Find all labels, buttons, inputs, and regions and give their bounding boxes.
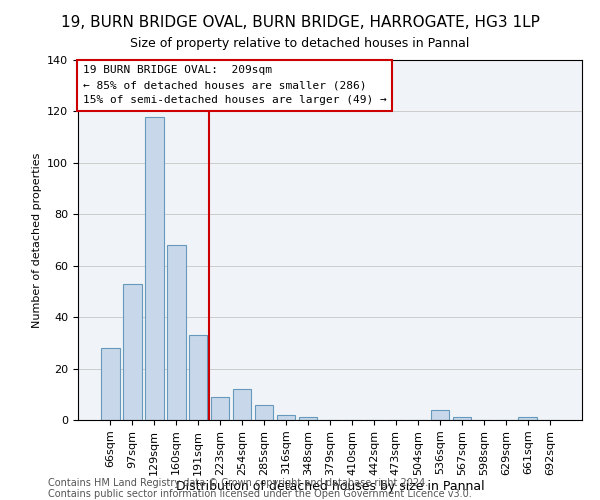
Bar	[431, 410, 449, 420]
Text: 19 BURN BRIDGE OVAL:  209sqm
← 85% of detached houses are smaller (286)
15% of s: 19 BURN BRIDGE OVAL: 209sqm ← 85% of det…	[83, 66, 387, 105]
Bar	[299, 418, 317, 420]
Text: Contains public sector information licensed under the Open Government Licence v3: Contains public sector information licen…	[48, 489, 472, 499]
Bar	[189, 335, 208, 420]
Bar	[145, 116, 164, 420]
Bar	[101, 348, 119, 420]
X-axis label: Distribution of detached houses by size in Pannal: Distribution of detached houses by size …	[176, 480, 484, 494]
Bar	[255, 404, 274, 420]
Bar	[452, 418, 471, 420]
Text: 19, BURN BRIDGE OVAL, BURN BRIDGE, HARROGATE, HG3 1LP: 19, BURN BRIDGE OVAL, BURN BRIDGE, HARRO…	[61, 15, 539, 30]
Bar	[211, 397, 229, 420]
Text: Contains HM Land Registry data © Crown copyright and database right 2024.: Contains HM Land Registry data © Crown c…	[48, 478, 428, 488]
Y-axis label: Number of detached properties: Number of detached properties	[32, 152, 41, 328]
Bar	[518, 418, 537, 420]
Bar	[167, 245, 185, 420]
Bar	[233, 389, 251, 420]
Bar	[277, 415, 295, 420]
Text: Size of property relative to detached houses in Pannal: Size of property relative to detached ho…	[130, 38, 470, 51]
Bar	[123, 284, 142, 420]
